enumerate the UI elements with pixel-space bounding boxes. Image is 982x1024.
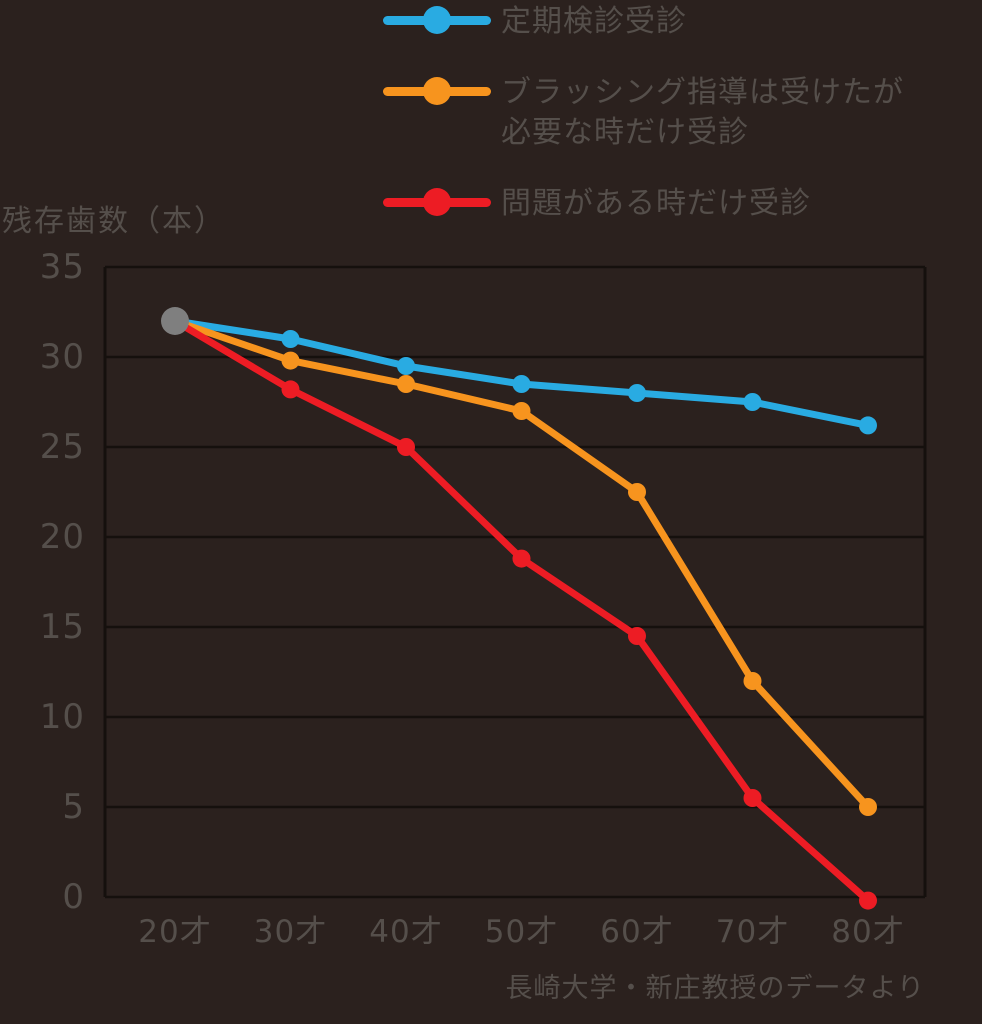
- legend-dot: [423, 187, 451, 216]
- svg-text:40才: 40才: [369, 914, 442, 950]
- legend-label: ブラッシング指導は受けたが 必要な時だけ受診: [501, 74, 904, 151]
- svg-text:0: 0: [62, 877, 85, 917]
- legend-item-problem-only: 問題がある時だけ受診: [383, 184, 904, 225]
- svg-text:10: 10: [40, 697, 85, 737]
- svg-text:20: 20: [40, 517, 85, 557]
- legend-item-brushing-guidance: ブラッシング指導は受けたが 必要な時だけ受診: [383, 73, 904, 154]
- svg-text:15: 15: [40, 607, 85, 647]
- svg-text:35: 35: [40, 247, 85, 287]
- legend-line-dot-swatch: [383, 184, 491, 220]
- svg-text:30: 30: [40, 337, 85, 377]
- svg-text:60才: 60才: [600, 914, 673, 950]
- legend-line-dot-swatch: [383, 2, 491, 38]
- legend-label: 問題がある時だけ受診: [501, 185, 811, 221]
- svg-text:70才: 70才: [716, 914, 789, 950]
- source-credit: 長崎大学・新庄教授のデータより: [505, 973, 925, 1004]
- svg-text:25: 25: [40, 427, 85, 467]
- legend-line-dot-swatch: [383, 73, 491, 109]
- legend: 定期検診受診 ブラッシング指導は受けたが 必要な時だけ受診 問題がある時だけ受診: [383, 2, 904, 224]
- legend-item-regular-checkup: 定期検診受診: [383, 2, 904, 43]
- y-axis-title: 残存歯数（本）: [2, 204, 226, 239]
- svg-text:5: 5: [62, 787, 85, 827]
- svg-text:50才: 50才: [485, 914, 558, 950]
- legend-dot: [423, 6, 451, 34]
- svg-text:30才: 30才: [254, 914, 327, 950]
- legend-dot: [423, 76, 451, 105]
- svg-text:80才: 80才: [831, 914, 904, 950]
- legend-label: 定期検診受診: [501, 4, 687, 39]
- svg-text:20才: 20才: [138, 914, 211, 950]
